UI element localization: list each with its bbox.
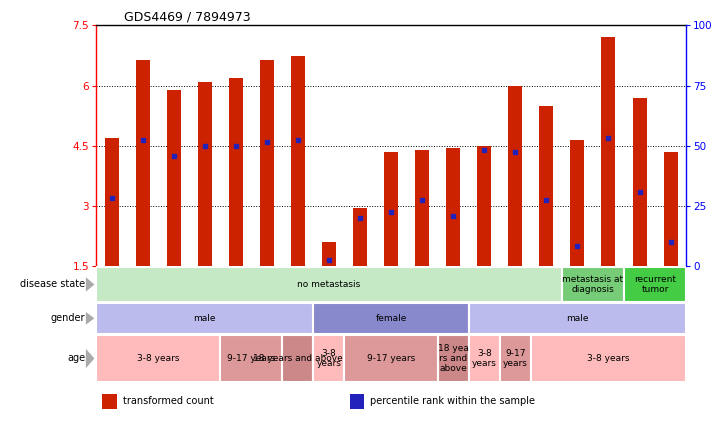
Bar (540, 106, 553, 266)
Bar (469, 335, 500, 382)
Bar (500, 335, 531, 382)
Text: disease state: disease state (20, 280, 85, 289)
Text: 9-17 years: 9-17 years (227, 354, 275, 363)
Bar (469, 303, 686, 333)
Bar (229, 78, 242, 266)
Bar (415, 150, 429, 266)
Bar (322, 242, 336, 266)
Bar (198, 82, 212, 266)
Bar (314, 335, 344, 382)
Bar (260, 60, 274, 266)
Bar (96, 303, 314, 333)
Bar (531, 335, 686, 382)
Text: age: age (68, 354, 85, 363)
Text: metastasis at
diagnosis: metastasis at diagnosis (562, 275, 624, 294)
Text: female: female (375, 314, 407, 323)
Bar (353, 208, 367, 266)
Polygon shape (86, 277, 95, 292)
Text: GDS4469 / 7894973: GDS4469 / 7894973 (124, 10, 251, 23)
Text: recurrent
tumor: recurrent tumor (634, 275, 676, 294)
Text: percentile rank within the sample: percentile rank within the sample (370, 396, 535, 407)
Text: male: male (566, 314, 589, 323)
Bar (384, 152, 398, 266)
Bar (562, 267, 624, 302)
Text: 3-8
years: 3-8 years (316, 349, 341, 368)
Bar (282, 335, 314, 382)
Bar (220, 335, 282, 382)
Bar (166, 90, 181, 266)
Polygon shape (86, 312, 95, 325)
Bar (136, 60, 149, 266)
Bar (438, 335, 469, 382)
Text: 9-17 years: 9-17 years (367, 354, 415, 363)
Bar (314, 303, 469, 333)
Bar (291, 55, 305, 266)
Text: gender: gender (50, 313, 85, 323)
Bar (344, 335, 438, 382)
Text: 3-8
years: 3-8 years (472, 349, 497, 368)
Polygon shape (86, 349, 95, 368)
Text: 3-8 years: 3-8 years (587, 354, 630, 363)
Bar (350, 394, 365, 409)
Text: 18 years and above: 18 years and above (253, 354, 343, 363)
Bar (508, 86, 523, 266)
Bar (447, 148, 460, 266)
Text: no metastasis: no metastasis (297, 280, 360, 289)
Text: 9-17
years: 9-17 years (503, 349, 528, 368)
Bar (96, 267, 562, 302)
Text: transformed count: transformed count (122, 396, 213, 407)
Bar (570, 140, 584, 266)
Text: 18 yea
rs and
above: 18 yea rs and above (438, 343, 469, 374)
Bar (96, 335, 220, 382)
Bar (105, 138, 119, 266)
Bar (624, 267, 686, 302)
Bar (663, 152, 678, 266)
Bar (602, 38, 616, 266)
Bar (633, 98, 646, 266)
Text: 3-8 years: 3-8 years (137, 354, 179, 363)
Text: male: male (193, 314, 216, 323)
Bar (102, 394, 117, 409)
Bar (477, 146, 491, 266)
